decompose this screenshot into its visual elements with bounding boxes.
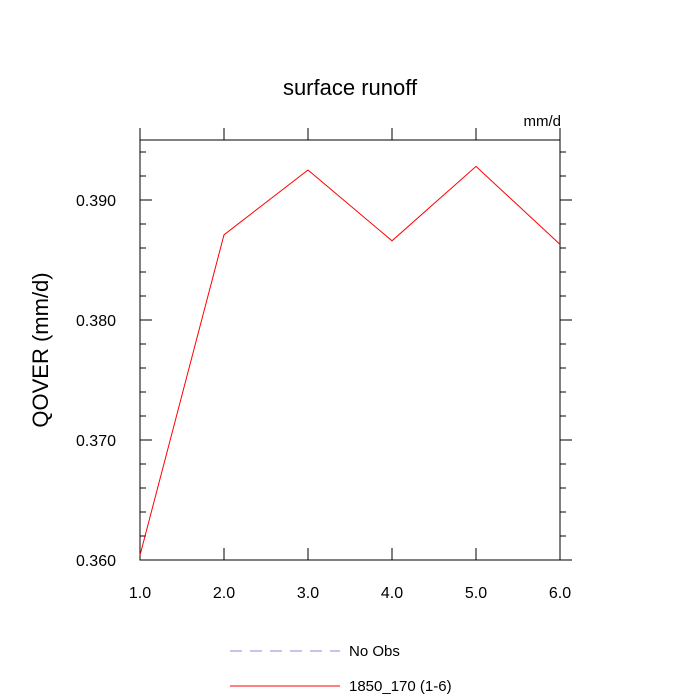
x-tick-label: 1.0 <box>129 585 151 602</box>
x-tick-label: 2.0 <box>213 585 235 602</box>
axis-ticks <box>139 128 572 561</box>
tick-labels: 1.0 2.0 3.0 4.0 5.0 6.0 0.360 0.370 0.380 0.390 <box>76 193 571 602</box>
y-tick-label: 0.380 <box>76 313 116 330</box>
series-layer <box>139 165 561 556</box>
x-tick-label: 6.0 <box>549 585 571 602</box>
legend-label: No Obs <box>349 643 400 660</box>
y-axis-label: QOVER (mm/d) <box>28 272 53 427</box>
legend-label: 1850_170 (1-6) <box>349 678 452 695</box>
y-tick-label: 0.360 <box>76 553 116 570</box>
y-tick-label: 0.370 <box>76 433 116 450</box>
plot-frame <box>139 139 561 561</box>
x-tick-label: 4.0 <box>381 585 403 602</box>
y-tick-label: 0.390 <box>76 193 116 210</box>
chart-title: surface runoff <box>283 75 418 100</box>
units-label: mm/d <box>524 113 562 130</box>
x-tick-label: 3.0 <box>297 585 319 602</box>
legend: No Obs 1850_170 (1-6) <box>230 643 452 695</box>
x-tick-label: 5.0 <box>465 585 487 602</box>
series-line <box>139 165 561 556</box>
